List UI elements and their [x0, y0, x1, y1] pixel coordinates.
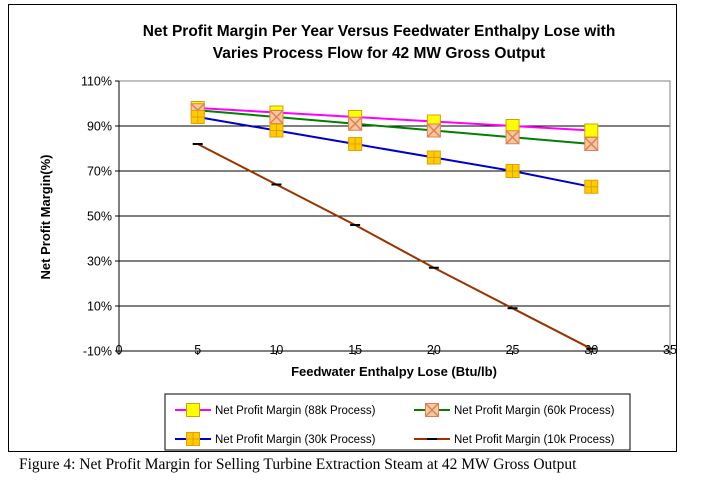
series-line-2 — [197, 116, 592, 188]
x-tick-label: 35 — [663, 343, 677, 357]
legend-label: Net Profit Margin (60k Process) — [454, 405, 615, 417]
data-point-marker — [424, 402, 440, 418]
legend-item-1: Net Profit Margin (60k Process) — [414, 402, 615, 418]
chart-title-line-1: Net Profit Margin Per Year Versus Feedwa… — [143, 23, 616, 40]
x-tick-label: 30 — [584, 343, 598, 357]
x-tick-label: 0 — [116, 343, 123, 357]
series-line-3 — [197, 143, 592, 350]
data-point-marker — [348, 116, 363, 131]
data-point-marker — [584, 136, 599, 152]
data-point-marker — [269, 109, 284, 125]
legend-item-0: Net Profit Margin (88k Process) — [175, 403, 376, 417]
marker-cross — [426, 123, 441, 138]
figure-caption: Figure 4: Net Profit Margin for Selling … — [19, 456, 577, 473]
x-tick-label: 5 — [194, 343, 201, 357]
legend-item-3: Net Profit Margin (10k Process) — [414, 434, 615, 446]
chart-frame: Net Profit Margin Per Year Versus Feedwa… — [8, 4, 677, 452]
legend-label: Net Profit Margin (10k Process) — [454, 434, 615, 446]
x-axis-label: Feedwater Enthalpy Lose (Btu/lb) — [291, 364, 497, 379]
x-tick-label: 25 — [506, 343, 520, 357]
y-axis-label: Net Profit Margin(%) — [38, 155, 53, 280]
data-point-marker — [190, 110, 205, 124]
legend-item-2: Net Profit Margin (30k Process) — [175, 432, 376, 446]
legend-label: Net Profit Margin (88k Process) — [215, 405, 376, 417]
chart-title-line-2: Varies Process Flow for 42 MW Gross Outp… — [213, 45, 545, 62]
y-tick-label: 110% — [81, 75, 112, 89]
legend: Net Profit Margin (88k Process) Net Profi… — [164, 393, 631, 451]
axes: -10% 10% 30% 50% 70% 90% 110% 0 5 10 15 20 25 30 35 — [81, 75, 677, 359]
y-tick-label: 90% — [87, 120, 112, 134]
series-line-1 — [197, 109, 592, 145]
data-point-marker — [186, 432, 200, 446]
marker-cross — [348, 116, 363, 131]
data-point-marker — [426, 150, 441, 165]
marker-square — [584, 123, 599, 138]
x-tick-label: 20 — [427, 343, 441, 357]
series-line-0 — [197, 107, 592, 132]
net-profit-margin-chart: Net Profit Margin Per Year Versus Feedwa… — [38, 23, 677, 451]
marker-cross — [584, 136, 599, 152]
legend-label: Net Profit Margin (30k Process) — [215, 434, 376, 446]
marker-cross — [424, 402, 440, 418]
y-tick-label: 30% — [87, 255, 112, 269]
series-markers — [190, 101, 599, 350]
marker-square — [186, 403, 200, 417]
y-tick-label: -10% — [83, 345, 112, 359]
data-point-marker — [269, 123, 284, 138]
x-tick-label: 10 — [269, 343, 283, 357]
legend-box — [164, 393, 631, 451]
data-point-marker — [426, 123, 441, 138]
data-point-marker — [584, 123, 599, 138]
data-point-marker — [186, 403, 200, 417]
series-lines — [197, 107, 592, 350]
y-tick-label: 50% — [87, 210, 112, 224]
x-tick-label: 15 — [348, 343, 362, 357]
marker-cross — [505, 130, 520, 145]
data-point-marker — [505, 130, 520, 145]
y-tick-label: 10% — [87, 300, 112, 314]
data-point-marker — [505, 164, 520, 178]
marker-cross — [269, 109, 284, 125]
data-point-marker — [348, 137, 363, 151]
y-tick-label: 70% — [87, 165, 112, 179]
data-point-marker — [584, 179, 599, 194]
